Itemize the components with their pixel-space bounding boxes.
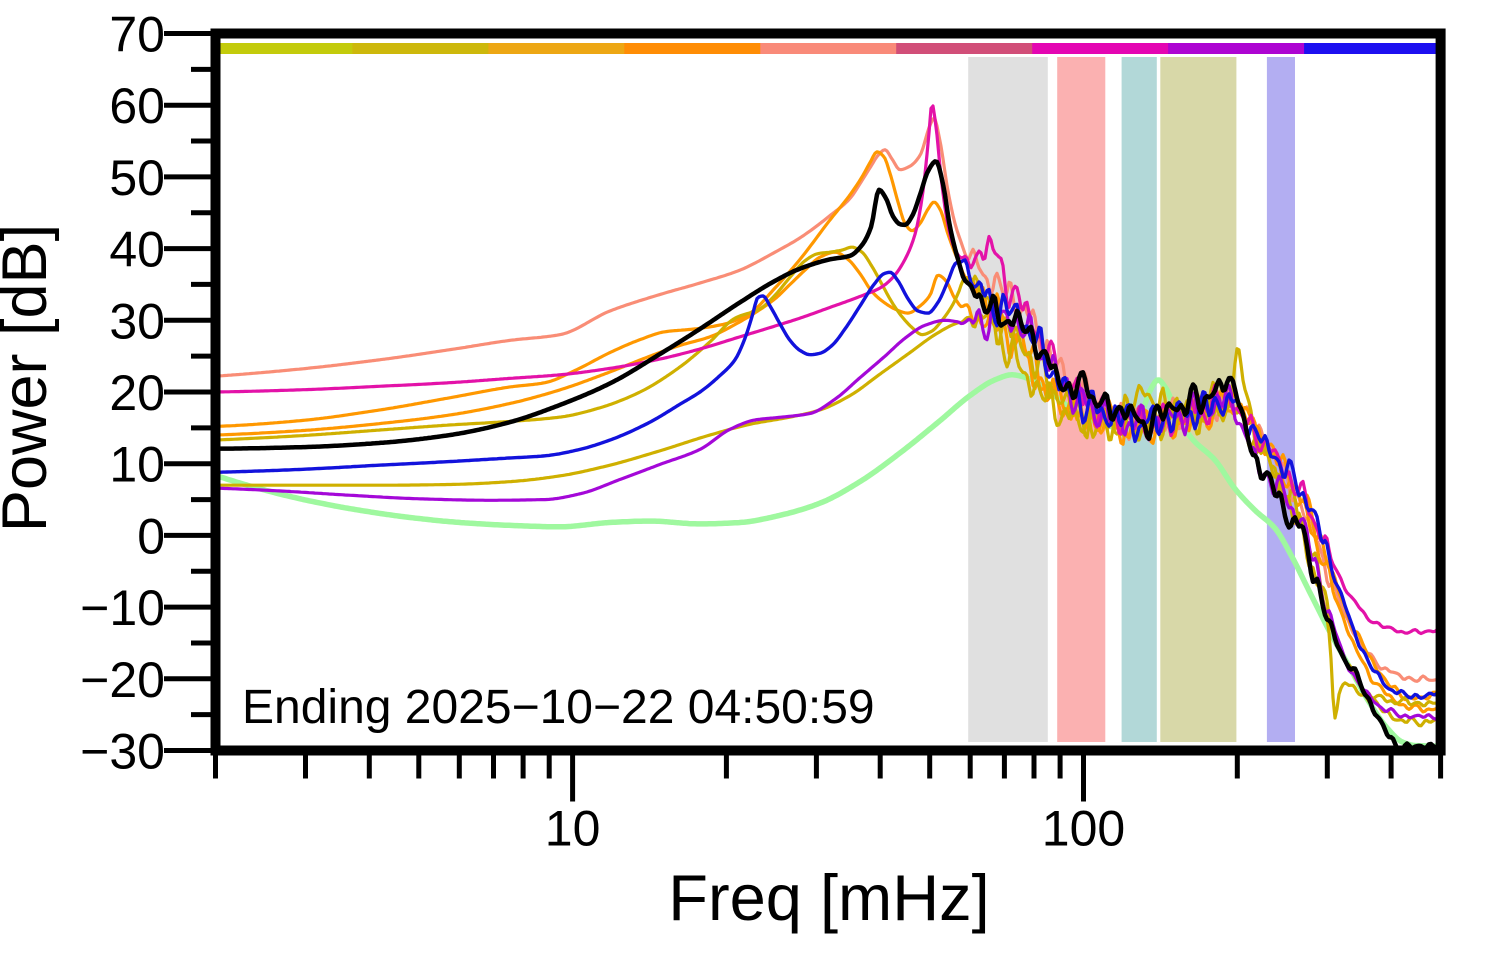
svg-text:10: 10 <box>109 437 165 493</box>
svg-text:Power [dB]: Power [dB] <box>0 224 60 532</box>
svg-text:Ending 2025−10−22 04:50:59: Ending 2025−10−22 04:50:59 <box>242 681 875 734</box>
svg-text:10: 10 <box>545 801 601 857</box>
svg-text:70: 70 <box>109 7 165 63</box>
svg-text:−30: −30 <box>80 724 165 780</box>
svg-text:20: 20 <box>109 365 165 421</box>
svg-text:30: 30 <box>109 293 165 349</box>
svg-text:Freq [mHz]: Freq [mHz] <box>668 861 989 934</box>
svg-text:100: 100 <box>1042 801 1125 857</box>
svg-text:−20: −20 <box>80 652 165 708</box>
svg-text:50: 50 <box>109 150 165 206</box>
svg-text:40: 40 <box>109 222 165 278</box>
svg-text:60: 60 <box>109 78 165 134</box>
svg-text:−10: −10 <box>80 580 165 636</box>
svg-text:0: 0 <box>137 508 165 564</box>
